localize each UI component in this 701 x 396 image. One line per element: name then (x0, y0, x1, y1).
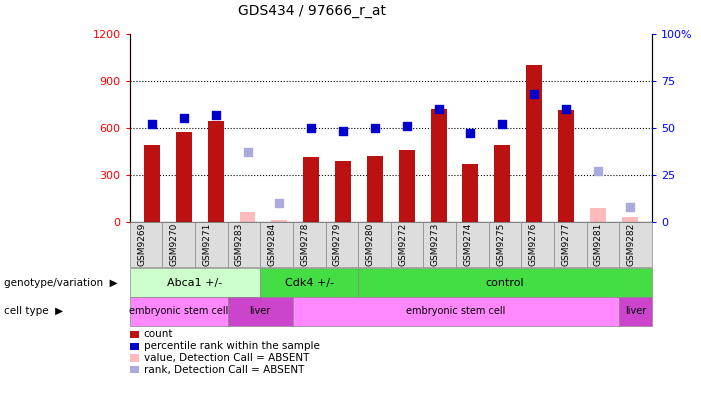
Text: GSM9278: GSM9278 (300, 223, 309, 266)
Point (147, 121, 158, 127)
Bar (335, 161, 351, 222)
Bar (494, 145, 510, 222)
Bar (144, 145, 160, 222)
Bar (590, 208, 606, 222)
Bar (271, 220, 287, 222)
Text: GSM9270: GSM9270 (170, 223, 179, 266)
Bar (622, 217, 638, 222)
Text: percentile rank within the sample: percentile rank within the sample (144, 341, 320, 351)
Text: GSM9279: GSM9279 (333, 223, 342, 266)
Point (369, 124, 381, 131)
Text: GSM9283: GSM9283 (235, 223, 244, 266)
Point (433, 106, 444, 112)
Text: GDS434 / 97666_r_at: GDS434 / 97666_r_at (238, 4, 386, 18)
Point (306, 124, 317, 131)
Bar (207, 122, 224, 222)
Text: GSM9274: GSM9274 (463, 223, 472, 266)
Text: cell type  ▶: cell type ▶ (4, 306, 62, 316)
Text: GSM9275: GSM9275 (496, 223, 505, 266)
Text: control: control (486, 278, 524, 288)
Bar (240, 212, 255, 222)
Bar (399, 150, 415, 222)
Point (624, 204, 635, 210)
Point (529, 91, 540, 97)
Point (496, 121, 508, 127)
Bar (526, 65, 542, 222)
Text: GSM9277: GSM9277 (562, 223, 571, 266)
Text: count: count (144, 329, 173, 339)
Text: Cdk4 +/-: Cdk4 +/- (285, 278, 334, 288)
Bar (558, 110, 574, 222)
Point (178, 115, 189, 122)
Text: GSM9280: GSM9280 (365, 223, 374, 266)
Text: embryonic stem cell: embryonic stem cell (129, 306, 229, 316)
Point (560, 106, 571, 112)
Point (274, 200, 285, 206)
Point (210, 111, 222, 118)
Point (465, 130, 476, 137)
Text: GSM9281: GSM9281 (594, 223, 603, 266)
Text: GSM9273: GSM9273 (431, 223, 440, 266)
Bar (463, 164, 478, 222)
Text: liver: liver (625, 306, 646, 316)
Text: Abca1 +/-: Abca1 +/- (168, 278, 223, 288)
Point (592, 168, 604, 174)
Text: GSM9284: GSM9284 (268, 223, 277, 266)
Bar (367, 156, 383, 222)
Text: liver: liver (250, 306, 271, 316)
Bar (304, 158, 319, 222)
Bar (176, 132, 192, 222)
Text: GSM9272: GSM9272 (398, 223, 407, 266)
Point (337, 128, 348, 135)
Text: rank, Detection Call = ABSENT: rank, Detection Call = ABSENT (144, 365, 304, 375)
Text: genotype/variation  ▶: genotype/variation ▶ (4, 278, 117, 288)
Point (242, 149, 253, 155)
Text: GSM9282: GSM9282 (627, 223, 636, 266)
Point (401, 123, 412, 129)
Bar (430, 109, 447, 222)
Text: GSM9276: GSM9276 (529, 223, 538, 266)
Text: GSM9269: GSM9269 (137, 223, 146, 266)
Text: value, Detection Call = ABSENT: value, Detection Call = ABSENT (144, 353, 309, 363)
Text: GSM9271: GSM9271 (203, 223, 211, 266)
Text: embryonic stem cell: embryonic stem cell (407, 306, 506, 316)
